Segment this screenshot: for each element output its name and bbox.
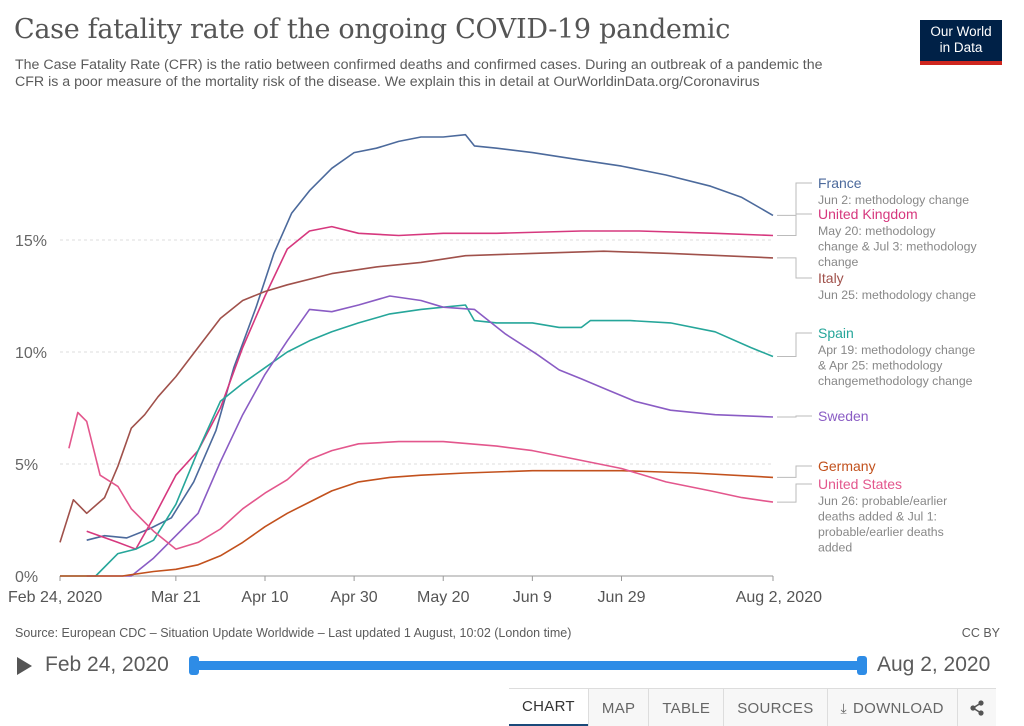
tab-map[interactable]: MAP: [587, 689, 649, 726]
series-label[interactable]: Germany: [818, 458, 876, 474]
label-leader-line: [777, 213, 812, 236]
timeline-start-handle[interactable]: [189, 656, 199, 675]
series-note: Apr 19: methodology change: [818, 343, 975, 357]
label-leader-line: [777, 465, 812, 478]
logo-line-1: Our World: [930, 24, 992, 39]
series-note: change & Jul 3: methodology: [818, 240, 977, 254]
tab-bar: CHART MAP TABLE SOURCES ⤓ DOWNLOAD: [509, 688, 996, 726]
series-lines: [59, 133, 774, 577]
tab-table[interactable]: TABLE: [648, 689, 724, 726]
series-label[interactable]: United States: [818, 476, 902, 492]
x-axis-ticks: Feb 24, 2020 Mar 21 Apr 10 Apr 30 May 20 Jun …: [8, 576, 822, 606]
label-leader-line: [777, 182, 812, 216]
tab-sources[interactable]: SOURCES: [723, 689, 827, 726]
footer: Source: European CDC – Situation Update …: [15, 626, 1000, 640]
download-label: DOWNLOAD: [853, 699, 944, 717]
series-line-sweden[interactable]: [86, 295, 774, 577]
y-axis-ticks: 0% 5% 10% 15%: [15, 233, 47, 586]
series-note: Jun 25: methodology change: [818, 288, 976, 302]
gridlines: [60, 239, 773, 577]
series-note: changemethodology change: [818, 374, 973, 388]
x-tick-label: Mar 21: [151, 589, 201, 606]
y-tick-label: 10%: [15, 345, 47, 362]
play-icon[interactable]: [17, 657, 32, 675]
series-label[interactable]: United Kingdom: [818, 206, 918, 222]
timeline-end-label: Aug 2, 2020: [877, 653, 991, 676]
series-note: Jun 2: methodology change: [818, 193, 969, 207]
series-line-united-states[interactable]: [68, 411, 774, 550]
share-icon: [970, 700, 984, 716]
label-leader-line: [777, 483, 812, 503]
series-line-italy[interactable]: [59, 250, 774, 543]
x-tick-label: Feb 24, 2020: [8, 589, 102, 606]
tab-download[interactable]: ⤓ DOWNLOAD: [826, 689, 957, 726]
series-note: added: [818, 541, 852, 555]
series-note: probable/earlier deaths: [818, 525, 944, 539]
timeline-end-handle[interactable]: [857, 656, 867, 675]
download-icon: ⤓: [840, 699, 847, 716]
series-label[interactable]: Sweden: [818, 408, 869, 424]
x-tick-label: Apr 10: [241, 589, 288, 606]
x-tick-label: Apr 30: [331, 589, 378, 606]
series-label[interactable]: France: [818, 175, 862, 191]
series-note: change: [818, 255, 859, 269]
tab-chart[interactable]: CHART: [509, 689, 588, 726]
x-tick-label: Aug 2, 2020: [736, 589, 822, 606]
series-line-spain[interactable]: [60, 304, 774, 577]
series-note: deaths added & Jul 1:: [818, 510, 937, 524]
series-note: Jun 26: probable/earlier: [818, 494, 947, 508]
source-note: Source: European CDC – Situation Update …: [15, 626, 572, 640]
series-note: & Apr 25: methodology: [818, 359, 943, 373]
label-leader-line: [777, 415, 812, 418]
timeline-range-bar[interactable]: [192, 661, 864, 670]
chart-title: Case fatality rate of the ongoing COVID-…: [14, 14, 731, 45]
owid-logo[interactable]: Our World in Data: [920, 20, 1002, 65]
logo-line-2: in Data: [939, 40, 983, 55]
line-chart: 0% 5% 10% 15% Feb 24, 2020 Mar 21 Apr 10 Apr 3…: [8, 133, 977, 606]
x-tick-label: Jun 29: [597, 589, 645, 606]
series-note: May 20: methodology: [818, 224, 936, 238]
label-leader-line: [777, 257, 812, 279]
timeline-start-label: Feb 24, 2020: [45, 653, 169, 676]
share-button[interactable]: [956, 689, 996, 726]
series-line-france[interactable]: [86, 133, 774, 541]
x-tick-label: May 20: [417, 589, 470, 606]
license-link[interactable]: CC BY: [961, 626, 1000, 640]
label-leader-line: [777, 332, 812, 357]
y-tick-label: 15%: [15, 233, 47, 250]
series-line-germany[interactable]: [60, 469, 774, 577]
timeline: Feb 24, 2020 Aug 2, 2020: [0, 650, 1024, 682]
series-line-united-kingdom[interactable]: [86, 225, 774, 550]
y-tick-label: 0%: [15, 569, 38, 586]
series-label[interactable]: Italy: [818, 270, 844, 286]
series-label[interactable]: Spain: [818, 325, 854, 341]
chart-subtitle: The Case Fatality Rate (CFR) is the rati…: [15, 57, 823, 90]
y-tick-label: 5%: [15, 457, 38, 474]
x-tick-label: Jun 9: [513, 589, 552, 606]
